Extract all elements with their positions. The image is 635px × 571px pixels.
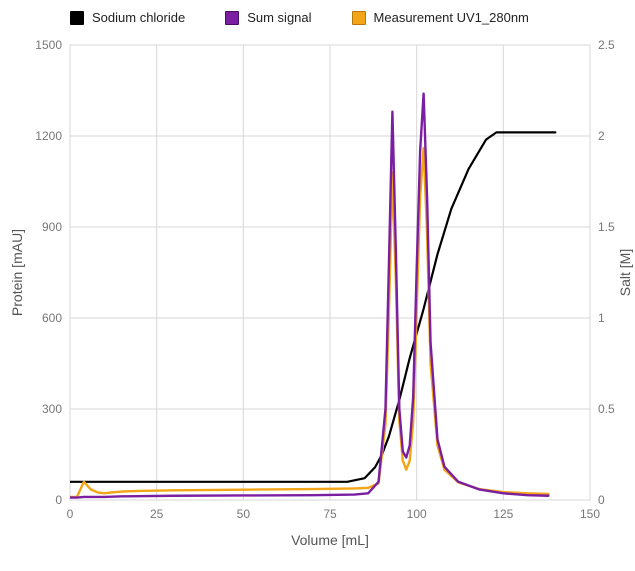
svg-text:0: 0 bbox=[67, 507, 74, 521]
svg-text:1500: 1500 bbox=[35, 38, 62, 52]
legend-label: Measurement UV1_280nm bbox=[374, 10, 529, 25]
svg-text:100: 100 bbox=[407, 507, 427, 521]
svg-text:2: 2 bbox=[598, 129, 605, 143]
svg-text:1.5: 1.5 bbox=[598, 220, 615, 234]
svg-text:300: 300 bbox=[42, 402, 62, 416]
legend-label: Sodium chloride bbox=[92, 10, 185, 25]
svg-text:0: 0 bbox=[598, 493, 605, 507]
svg-text:150: 150 bbox=[580, 507, 600, 521]
svg-text:Salt [M]: Salt [M] bbox=[617, 249, 633, 296]
svg-text:25: 25 bbox=[150, 507, 164, 521]
legend-item-sodium-chloride: Sodium chloride bbox=[70, 10, 185, 25]
legend: Sodium chloride Sum signal Measurement U… bbox=[70, 10, 615, 25]
legend-swatch-sodium-chloride bbox=[70, 11, 84, 25]
svg-text:900: 900 bbox=[42, 220, 62, 234]
svg-text:75: 75 bbox=[323, 507, 337, 521]
legend-item-sum-signal: Sum signal bbox=[225, 10, 311, 25]
chart-svg: 025507510012515003006009001200150000.511… bbox=[0, 0, 635, 571]
legend-swatch-uv1 bbox=[352, 11, 366, 25]
svg-text:50: 50 bbox=[237, 507, 251, 521]
svg-text:600: 600 bbox=[42, 311, 62, 325]
svg-text:Protein [mAU]: Protein [mAU] bbox=[9, 229, 25, 316]
svg-text:125: 125 bbox=[493, 507, 513, 521]
svg-text:0: 0 bbox=[55, 493, 62, 507]
svg-text:2.5: 2.5 bbox=[598, 38, 615, 52]
legend-label: Sum signal bbox=[247, 10, 311, 25]
svg-text:1: 1 bbox=[598, 311, 605, 325]
svg-text:1200: 1200 bbox=[35, 129, 62, 143]
svg-text:0.5: 0.5 bbox=[598, 402, 615, 416]
legend-item-uv1: Measurement UV1_280nm bbox=[352, 10, 529, 25]
svg-text:Volume [mL]: Volume [mL] bbox=[291, 532, 369, 548]
legend-swatch-sum-signal bbox=[225, 11, 239, 25]
chromatogram-chart: Sodium chloride Sum signal Measurement U… bbox=[0, 0, 635, 571]
